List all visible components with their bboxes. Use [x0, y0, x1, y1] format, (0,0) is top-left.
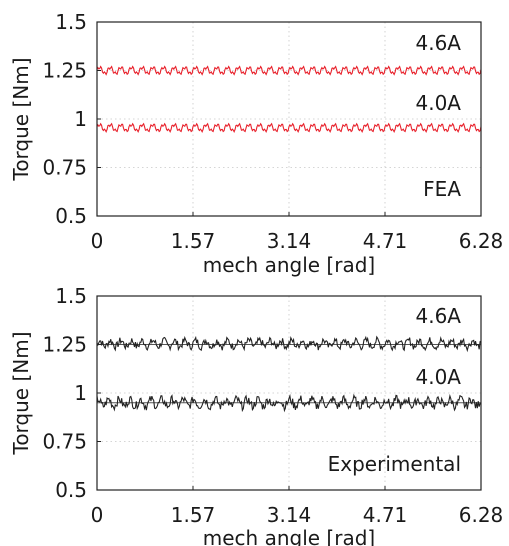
panel1-annotation-3: FEA	[423, 177, 461, 201]
panel2-xtick-label-4: 6.28	[459, 503, 504, 527]
panel1-ytick-label-2: 1	[74, 107, 87, 131]
panel2-xtick-label-1: 1.57	[171, 503, 216, 527]
panel2-x-axis-label: mech angle [rad]	[203, 526, 375, 546]
panel2-annotation-2: 4.0A	[416, 365, 462, 389]
panel1-annotation-1: 4.6A	[416, 31, 462, 55]
panel2-xtick-label-0: 0	[91, 503, 104, 527]
panel1-xtick-label-2: 3.14	[267, 229, 312, 253]
panel1-annotation-2: 4.0A	[416, 91, 462, 115]
panel1-y-axis-label: Torque [Nm]	[9, 57, 33, 181]
panel2-ytick-label-0: 0.5	[55, 478, 87, 502]
panel1-xtick-label-4: 6.28	[459, 229, 504, 253]
panel1-xtick-label-0: 0	[91, 229, 104, 253]
panel1-ytick-label-3: 1.25	[42, 59, 87, 83]
panel1-ytick-label-0: 0.5	[55, 204, 87, 228]
panel2-ytick-label-2: 1	[74, 381, 87, 405]
panel2-ytick-label-3: 1.25	[42, 333, 87, 357]
panel2-xtick-label-3: 4.71	[363, 503, 408, 527]
panel1-ytick-label-4: 1.5	[55, 10, 87, 34]
panel2-series-4-6A	[96, 335, 482, 353]
panel2-xtick-label-2: 3.14	[267, 503, 312, 527]
panel1-xtick-label-1: 1.57	[171, 229, 216, 253]
panel1-ytick-label-1: 0.75	[42, 156, 87, 180]
panel1-series-4-6A	[96, 65, 482, 76]
panel2-series-4-0A	[96, 393, 482, 413]
panel2-ytick-label-1: 0.75	[42, 430, 87, 454]
panel2-annotation-1: 4.6A	[416, 304, 462, 328]
panel1-series-4-0A	[96, 122, 482, 134]
panel2-annotation-3: Experimental	[328, 452, 461, 476]
panel1-xtick-label-3: 4.71	[363, 229, 408, 253]
panel1-x-axis-label: mech angle [rad]	[203, 253, 375, 277]
panel2-ytick-label-4: 1.5	[55, 284, 87, 308]
panel2-y-axis-label: Torque [Nm]	[9, 331, 33, 455]
